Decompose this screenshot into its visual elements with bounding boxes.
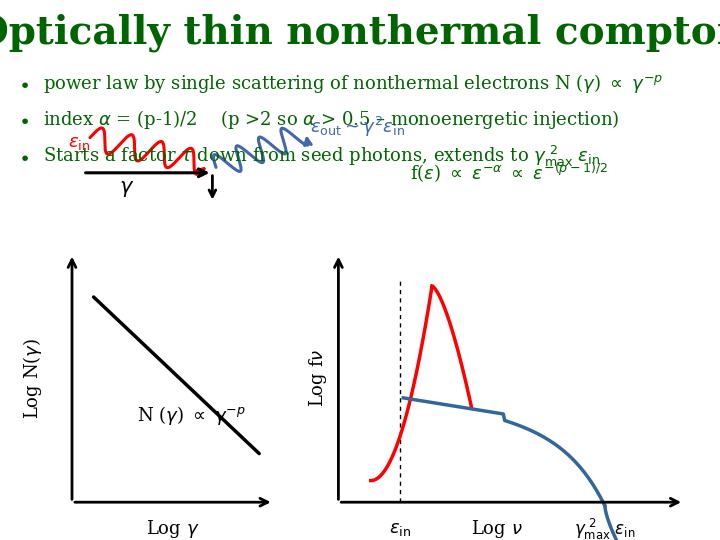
Text: Optically thin nonthermal compton: Optically thin nonthermal compton xyxy=(0,14,720,52)
Text: f($\varepsilon$) $\propto$ $\varepsilon^{-\alpha}$ $\propto$ $\varepsilon^{-(p-1: f($\varepsilon$) $\propto$ $\varepsilon^… xyxy=(410,161,608,185)
Text: Log f$\nu$: Log f$\nu$ xyxy=(307,349,329,407)
Text: Log $\gamma$: Log $\gamma$ xyxy=(146,518,199,540)
Text: Log N($\gamma$): Log N($\gamma$) xyxy=(21,338,44,418)
Text: $\varepsilon_{\rm in}$: $\varepsilon_{\rm in}$ xyxy=(68,134,91,152)
Text: $\varepsilon_{\rm out}{\sim}\gamma^2\varepsilon_{\rm in}$: $\varepsilon_{\rm out}{\sim}\gamma^2\var… xyxy=(310,115,405,139)
Text: N ($\gamma$) $\propto$ $\gamma^{-p}$: N ($\gamma$) $\propto$ $\gamma^{-p}$ xyxy=(137,404,246,427)
Text: $\bullet$: $\bullet$ xyxy=(18,74,29,93)
Text: power law by single scattering of nonthermal electrons N ($\gamma$) $\propto$ $\: power law by single scattering of nonthe… xyxy=(43,72,664,95)
Text: Log $\nu$: Log $\nu$ xyxy=(471,518,523,540)
Text: Starts a factor $\tau$ down from seed photons, extends to $\gamma_{\rm max}^{\ 2: Starts a factor $\tau$ down from seed ph… xyxy=(43,144,600,169)
Text: $\gamma$: $\gamma$ xyxy=(119,179,134,199)
Text: $\bullet$: $\bullet$ xyxy=(18,110,29,130)
Text: $\bullet$: $\bullet$ xyxy=(18,147,29,166)
Text: index $\alpha$ = (p-1)/2    (p >2 so $\alpha$ > 0.5 – monoenergetic injection): index $\alpha$ = (p-1)/2 (p >2 so $\alph… xyxy=(43,109,620,131)
Text: $\gamma_{\rm max}^{\ 2}$ $\varepsilon_{\rm in}$: $\gamma_{\rm max}^{\ 2}$ $\varepsilon_{\… xyxy=(574,517,636,540)
Text: $\varepsilon_{\rm in}$: $\varepsilon_{\rm in}$ xyxy=(389,520,410,538)
